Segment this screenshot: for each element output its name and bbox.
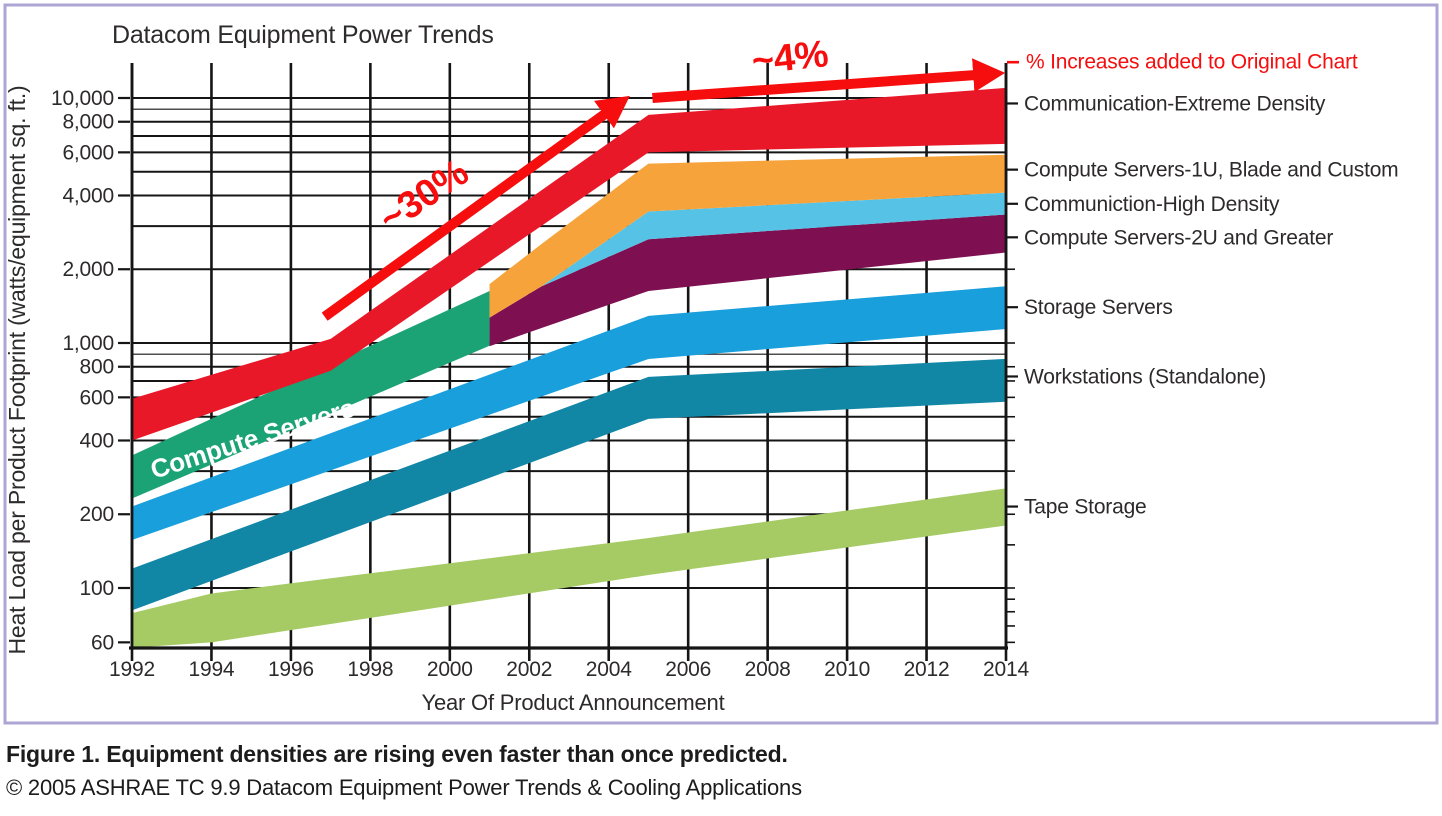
y-tick-label: 200 bbox=[80, 503, 114, 526]
annotation-note: % Increases added to Original Chart bbox=[1026, 51, 1358, 74]
y-tick-label: 60 bbox=[91, 631, 114, 654]
axes bbox=[129, 63, 1015, 650]
x-tick-label: 2010 bbox=[824, 658, 870, 681]
flat-arrow bbox=[652, 58, 1006, 103]
band-compute-servers-2u-and-greater bbox=[489, 214, 1006, 347]
legend-label: Workstations (Standalone) bbox=[1024, 365, 1266, 388]
band-tape-storage bbox=[132, 488, 1006, 648]
figure-caption: Figure 1. Equipment densities are rising… bbox=[6, 741, 788, 767]
band-compute-servers bbox=[132, 291, 490, 499]
y-tick-label: 8,000 bbox=[62, 111, 114, 134]
x-tick-label: 2000 bbox=[427, 658, 473, 681]
y-tick-label: 100 bbox=[80, 577, 114, 600]
y-tick-label: 800 bbox=[80, 356, 114, 379]
trend-bands bbox=[132, 87, 1006, 648]
legend-label: Compute Servers-2U and Greater bbox=[1024, 226, 1333, 249]
x-axis-label: Year Of Product Announcement bbox=[421, 690, 724, 715]
y-tick-label: 1,000 bbox=[62, 332, 114, 355]
x-tick-label: 1992 bbox=[109, 658, 155, 681]
legend-label: Communiction-High Density bbox=[1024, 193, 1280, 216]
x-tick-label: 2012 bbox=[904, 658, 950, 681]
band-storage-servers bbox=[132, 286, 1006, 541]
x-tick-label: 1994 bbox=[188, 658, 234, 681]
y-tick-label: 6,000 bbox=[62, 141, 114, 164]
legend-label: Compute Servers-1U, Blade and Custom bbox=[1024, 159, 1398, 182]
chart-title: Datacom Equipment Power Trends bbox=[112, 21, 494, 49]
annotations bbox=[321, 58, 1019, 321]
figure-credit: © 2005 ASHRAE TC 9.9 Datacom Equipment P… bbox=[6, 775, 802, 800]
x-tick-label: 2008 bbox=[745, 658, 791, 681]
legend-label: Tape Storage bbox=[1024, 496, 1147, 519]
y-tick-label: 400 bbox=[80, 429, 114, 452]
x-tick-label: 2002 bbox=[506, 658, 552, 681]
y-axis-label: Heat Load per Product Footprint (watts/e… bbox=[4, 85, 30, 654]
x-tick-label: 2014 bbox=[983, 658, 1029, 681]
y-tick-label: 600 bbox=[80, 386, 114, 409]
y-tick-label: 4,000 bbox=[62, 184, 114, 207]
x-tick-label: 2006 bbox=[665, 658, 711, 681]
x-tick-label: 1998 bbox=[347, 658, 393, 681]
annotation-30-percent: ~30% bbox=[372, 151, 476, 240]
y-tick-label: 2,000 bbox=[62, 258, 114, 281]
band-workstations-standalone bbox=[132, 358, 1006, 611]
annotation-4-percent: ~4% bbox=[750, 33, 830, 83]
band-communication-extreme-density bbox=[132, 87, 1006, 441]
y-tick-label: 10,000 bbox=[51, 87, 114, 110]
legend-label: Communication-Extreme Density bbox=[1024, 92, 1326, 115]
legend-label: Storage Servers bbox=[1024, 296, 1173, 319]
x-axis-ticks: 1992 1994 1996 1998 2000 2002 2004 2006 2008 2010… bbox=[109, 648, 1030, 681]
band-communiction-high-density bbox=[541, 192, 1006, 287]
figure-border bbox=[3, 3, 1439, 725]
x-tick-label: 1996 bbox=[268, 658, 314, 681]
x-tick-label: 2004 bbox=[586, 658, 632, 681]
band-compute-servers-1u-blade-and-custom bbox=[489, 154, 1006, 318]
right-legend: Communication-Extreme Density Compute Ser… bbox=[1007, 92, 1399, 519]
rise-arrow bbox=[321, 95, 630, 321]
